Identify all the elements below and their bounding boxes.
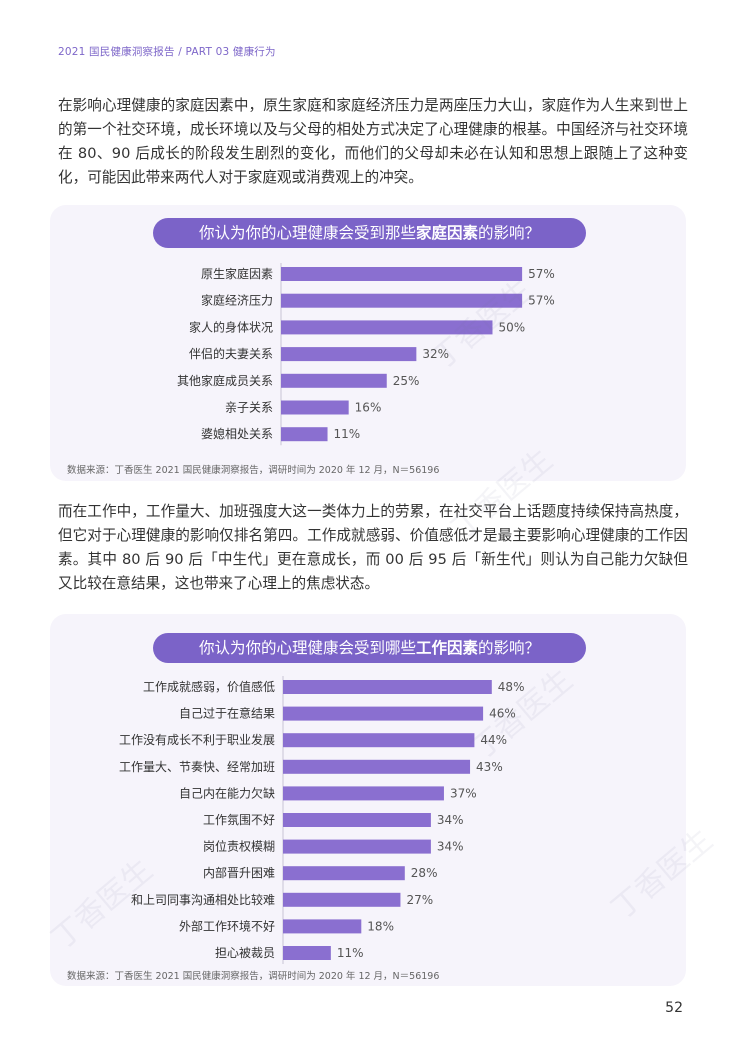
bar-category-label: 工作成就感弱，价值感低 <box>143 679 275 694</box>
bar-value-label: 46% <box>489 707 516 721</box>
bar <box>281 373 387 388</box>
bar <box>283 759 471 774</box>
bar <box>283 733 475 748</box>
bar <box>283 786 444 801</box>
bar <box>281 347 417 362</box>
bar <box>281 267 523 281</box>
bar <box>283 813 431 827</box>
bar-category-label: 婆媳相处关系 <box>201 426 273 441</box>
work-chart-source: 数据来源：丁香医生 2021 国民健康洞察报告，调研时间为 2020 年 12 … <box>67 971 440 982</box>
bar-value-label: 27% <box>406 893 433 907</box>
bar-category-label: 岗位责权模糊 <box>203 839 275 854</box>
bar-category-label: 家人的身体状况 <box>189 319 273 334</box>
bar-value-label: 16% <box>355 401 382 415</box>
bar-category-label: 自己过于在意结果 <box>179 706 275 721</box>
family-chart-source: 数据来源：丁香医生 2021 国民健康洞察报告，调研时间为 2020 年 12 … <box>67 465 440 476</box>
bar-value-label: 11% <box>334 427 361 441</box>
bar-value-label: 34% <box>437 813 464 827</box>
bar-category-label: 外部工作环境不好 <box>179 918 275 933</box>
bar <box>283 892 401 907</box>
bar-category-label: 担心被裁员 <box>215 946 275 960</box>
bar-value-label: 57% <box>528 294 555 308</box>
bar-value-label: 25% <box>393 374 420 388</box>
work-chart-title: 你认为你的心理健康会受到哪些工作因素的影响？ <box>153 633 586 663</box>
bar-category-label: 工作量大、节奏快、经常加班 <box>119 760 275 774</box>
bar <box>281 427 328 442</box>
bar <box>283 866 405 881</box>
bar-category-label: 和上司同事沟通相处比较难 <box>131 892 275 907</box>
page-number: 52 <box>665 1000 683 1016</box>
bar-value-label: 37% <box>450 786 477 800</box>
bar-value-label: 18% <box>367 919 394 933</box>
bar <box>283 680 492 694</box>
bar-value-label: 57% <box>528 267 555 281</box>
family-factors-card <box>50 205 686 481</box>
intro-paragraph: 在影响心理健康的家庭因素中，原生家庭和家庭经济压力是两座压力大山，家庭作为人生来… <box>58 97 688 186</box>
bar-value-label: 43% <box>476 760 503 774</box>
bar-value-label: 11% <box>337 946 364 960</box>
bar <box>283 946 331 960</box>
work-paragraph: 而在工作中，工作量大、加班强度大这一类体力上的劳累，在社交平台上话题度持续保持高… <box>58 503 688 592</box>
bar-category-label: 伴侣的夫妻关系 <box>189 346 273 361</box>
bar <box>281 293 523 308</box>
bar <box>283 839 431 854</box>
bar-category-label: 工作氛围不好 <box>203 813 275 827</box>
page-header: 2021 国民健康洞察报告 / PART 03 健康行为 <box>58 46 276 58</box>
family-chart-title: 你认为你的心理健康会受到那些家庭因素的影响？ <box>153 218 586 248</box>
bar-category-label: 家庭经济压力 <box>201 293 273 308</box>
bar-value-label: 34% <box>437 840 464 854</box>
bar-category-label: 亲子关系 <box>225 401 273 415</box>
bar-category-label: 自己内在能力欠缺 <box>179 785 275 800</box>
bar <box>281 400 349 415</box>
bar-category-label: 原生家庭因素 <box>201 266 273 281</box>
bar-value-label: 50% <box>499 320 526 334</box>
bar-category-label: 内部晋升困难 <box>203 865 275 880</box>
bar-category-label: 其他家庭成员关系 <box>177 373 273 388</box>
bar-value-label: 28% <box>411 866 438 880</box>
bar <box>283 919 362 934</box>
bar <box>283 706 484 721</box>
bar <box>281 320 493 335</box>
bar-category-label: 工作没有成长不利于职业发展 <box>119 732 275 747</box>
bar-value-label: 48% <box>498 680 525 694</box>
bar-value-label: 44% <box>480 733 507 747</box>
bar-value-label: 32% <box>422 347 449 361</box>
